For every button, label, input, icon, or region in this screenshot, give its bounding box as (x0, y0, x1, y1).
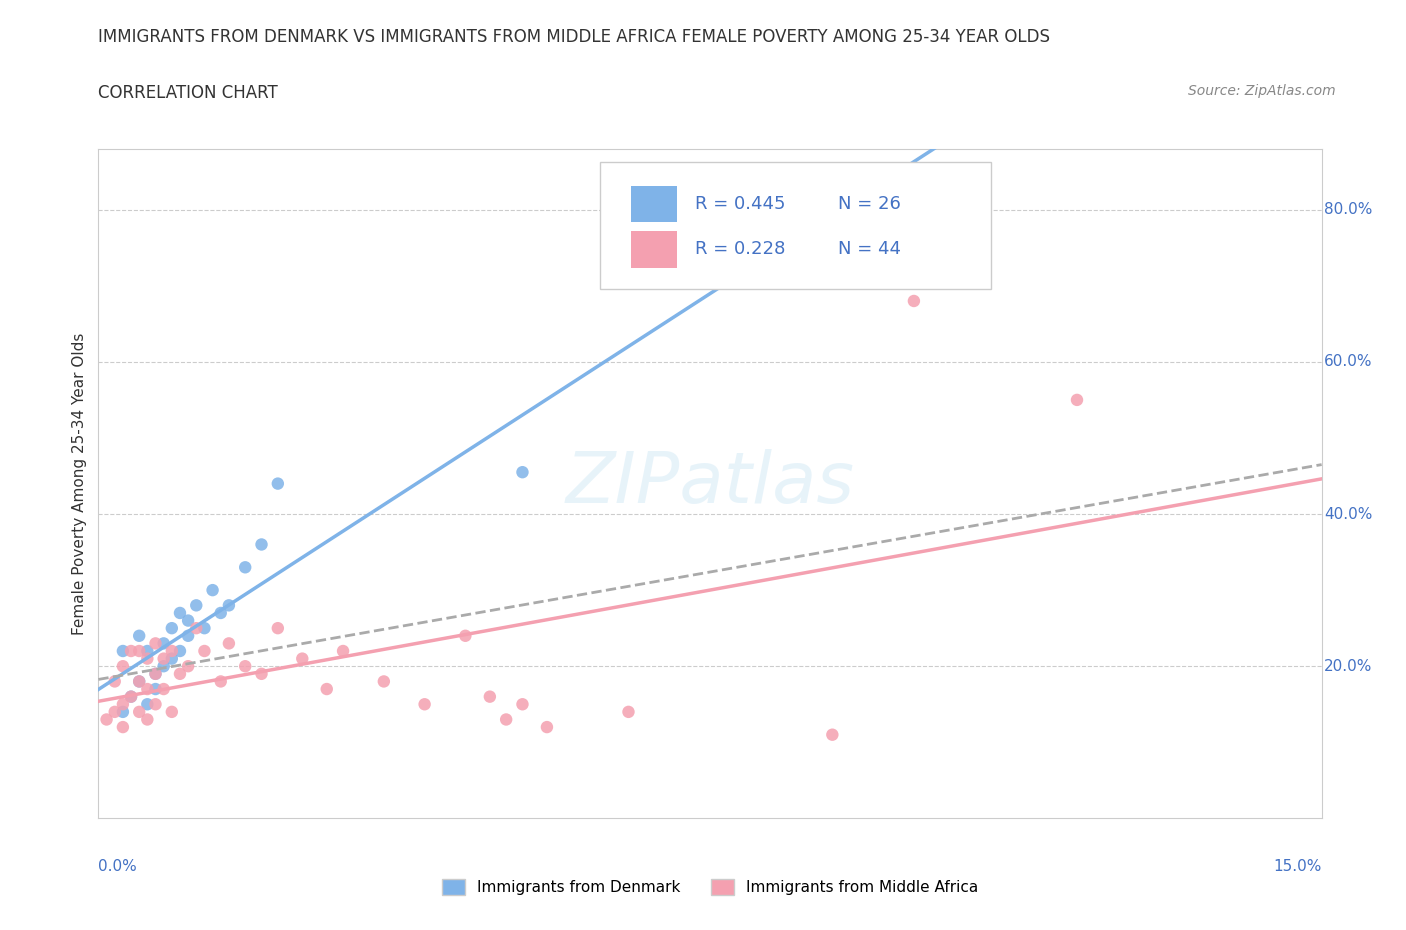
Point (512, 697, 534, 711)
Point (136, 712, 159, 727)
Point (209, 674, 232, 689)
Point (478, 689, 501, 704)
Point (111, 704, 134, 719)
Point (145, 682, 167, 697)
Point (512, 465, 534, 480)
Point (128, 674, 150, 689)
Text: IMMIGRANTS FROM DENMARK VS IMMIGRANTS FROM MIDDLE AFRICA FEMALE POVERTY AMONG 25: IMMIGRANTS FROM DENMARK VS IMMIGRANTS FR… (98, 28, 1050, 46)
Point (136, 697, 159, 711)
Y-axis label: Female Poverty Among 25-34 Year Olds: Female Poverty Among 25-34 Year Olds (72, 332, 87, 635)
Point (145, 667, 167, 682)
Text: 15.0%: 15.0% (1274, 858, 1322, 873)
Point (617, 704, 640, 719)
Text: CORRELATION CHART: CORRELATION CHART (98, 84, 278, 101)
Text: 60.0%: 60.0% (1324, 354, 1372, 369)
Point (186, 598, 208, 613)
Text: N = 44: N = 44 (838, 240, 901, 259)
Point (111, 720, 134, 735)
Point (1066, 392, 1088, 407)
Point (128, 674, 150, 689)
Point (250, 537, 273, 551)
Text: R = 0.445: R = 0.445 (696, 194, 786, 213)
Point (136, 644, 159, 658)
Point (218, 636, 240, 651)
Point (160, 651, 183, 666)
FancyBboxPatch shape (630, 186, 678, 222)
Point (169, 605, 191, 620)
Legend: Immigrants from Denmark, Immigrants from Middle Africa: Immigrants from Denmark, Immigrants from… (436, 873, 984, 901)
Point (821, 727, 844, 742)
Point (201, 583, 224, 598)
Point (193, 620, 215, 635)
Point (903, 294, 925, 309)
Point (152, 658, 174, 673)
Point (160, 620, 183, 635)
Point (193, 644, 215, 658)
Point (128, 644, 150, 658)
Point (315, 682, 337, 697)
Point (152, 682, 174, 697)
Text: 0.0%: 0.0% (98, 858, 138, 873)
FancyBboxPatch shape (600, 162, 991, 289)
Point (536, 720, 558, 735)
FancyBboxPatch shape (630, 232, 678, 268)
Point (111, 697, 134, 711)
Text: Source: ZipAtlas.com: Source: ZipAtlas.com (1188, 84, 1336, 98)
Point (160, 704, 183, 719)
Point (111, 644, 134, 658)
Point (128, 704, 150, 719)
Point (136, 682, 159, 697)
Point (267, 620, 290, 635)
Point (209, 605, 232, 620)
Point (177, 629, 200, 644)
Text: ZIPatlas: ZIPatlas (565, 449, 855, 518)
Point (267, 476, 290, 491)
Point (145, 697, 167, 711)
Point (111, 658, 134, 673)
Point (152, 651, 174, 666)
Point (413, 697, 436, 711)
Point (233, 658, 256, 673)
Point (96, 712, 118, 727)
Point (169, 644, 191, 658)
Point (186, 620, 208, 635)
Point (120, 689, 142, 704)
Point (291, 651, 314, 666)
Point (218, 598, 240, 613)
Text: 40.0%: 40.0% (1324, 507, 1372, 522)
Point (145, 636, 167, 651)
Text: N = 26: N = 26 (838, 194, 901, 213)
Point (120, 689, 142, 704)
Point (233, 560, 256, 575)
Text: 20.0%: 20.0% (1324, 658, 1372, 673)
Point (152, 636, 174, 651)
Point (373, 674, 395, 689)
Point (332, 644, 354, 658)
Point (104, 674, 127, 689)
Point (136, 651, 159, 666)
Point (120, 644, 142, 658)
Text: 80.0%: 80.0% (1324, 202, 1372, 218)
Point (454, 629, 477, 644)
Point (169, 667, 191, 682)
Text: R = 0.228: R = 0.228 (696, 240, 786, 259)
Point (250, 667, 273, 682)
Point (495, 712, 517, 727)
Point (177, 613, 200, 628)
Point (177, 658, 200, 673)
Point (104, 704, 127, 719)
Point (160, 644, 183, 658)
Point (128, 629, 150, 644)
Point (145, 667, 167, 682)
